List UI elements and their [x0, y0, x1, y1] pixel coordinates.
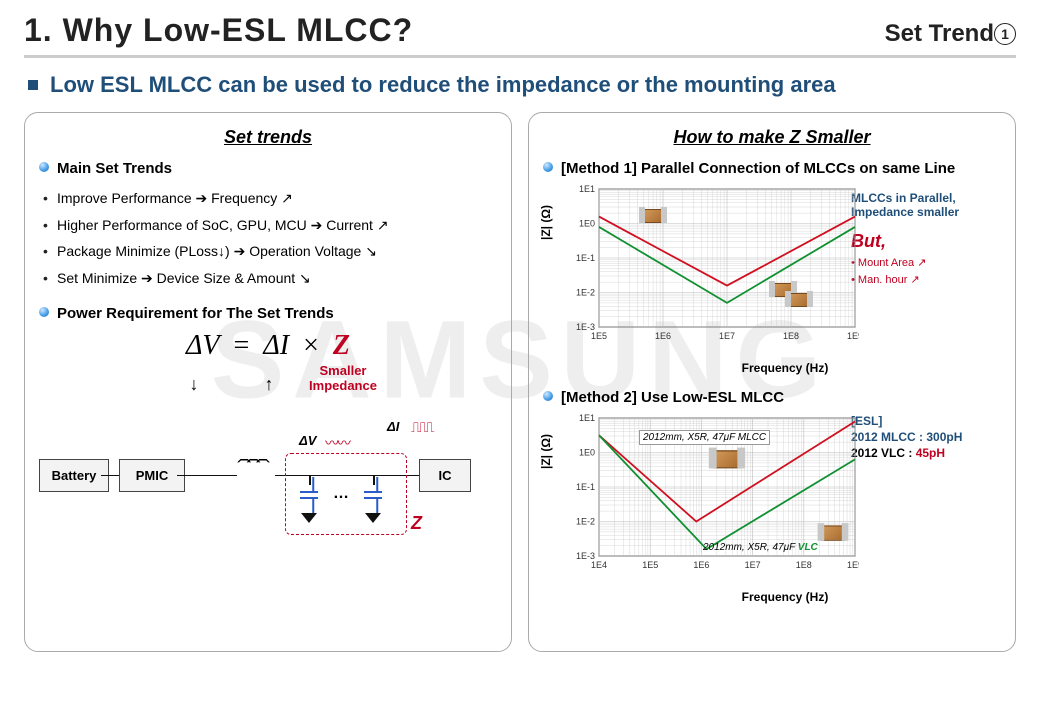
ground-icon	[301, 513, 317, 525]
lead-statement: Low ESL MLCC can be used to reduce the i…	[28, 72, 1016, 98]
block-battery: Battery	[39, 459, 109, 492]
svg-text:1E-3: 1E-3	[576, 551, 595, 561]
svg-text:1E-1: 1E-1	[576, 253, 595, 263]
svg-text:1E1: 1E1	[579, 414, 595, 423]
side-note: Impedance smaller	[851, 205, 1001, 219]
svg-text:1E-1: 1E-1	[576, 482, 595, 492]
svg-text:1E5: 1E5	[591, 331, 607, 341]
method1-head: [Method 1] Parallel Connection of MLCCs …	[543, 160, 1001, 177]
section-main-trends: Main Set Trends	[39, 160, 497, 177]
circuit-diagram: Battery PMIC IC ΔV 〰〰 ΔI ⎍⎍⎍ Z	[39, 413, 497, 543]
label-z: Z	[411, 513, 422, 534]
chart2-xlabel: Frequency (Hz)	[569, 590, 1001, 604]
but-label: But,	[851, 231, 1001, 252]
noise-icon: 〰〰	[325, 433, 349, 453]
chart1-xlabel: Frequency (Hz)	[569, 361, 1001, 375]
panel-title-left: Set trends	[39, 127, 497, 148]
mlcc-chip-icon	[785, 291, 813, 307]
drawback-man-hour: • Man. hour ↗	[851, 273, 1001, 286]
list-item: Improve Performance ➔ Frequency ↗	[57, 185, 497, 212]
trend-number-icon: 1	[994, 23, 1016, 45]
esl-head: [ESL]	[851, 414, 1001, 428]
capacitor-icon	[364, 481, 382, 511]
label-dv: ΔV	[299, 433, 316, 448]
svg-text:1E0: 1E0	[579, 448, 595, 458]
side-note: MLCCs in Parallel,	[851, 191, 1001, 205]
method2-head: [Method 2] Use Low-ESL MLCC	[543, 389, 1001, 406]
mlcc-chip-icon	[709, 448, 745, 469]
svg-text:1E6: 1E6	[693, 560, 709, 570]
slide-subtitle: Set Trend1	[885, 20, 1016, 48]
block-pmic: PMIC	[119, 459, 185, 492]
svg-text:1E6: 1E6	[655, 331, 671, 341]
smaller-impedance-label: Smaller Impedance	[309, 364, 377, 393]
slide-title: 1. Why Low-ESL MLCC?	[24, 12, 413, 49]
chart2-annot-vlc: 2012mm, X5R, 47μF VLC	[703, 542, 818, 553]
chart1-ylabel: |Z| (Ω)	[539, 205, 553, 240]
panel-make-z-smaller: How to make Z Smaller [Method 1] Paralle…	[528, 112, 1016, 652]
svg-text:1E9: 1E9	[847, 560, 859, 570]
chart-method2: |Z| (Ω) [ESL] 2012 MLCC : 300pH 2012 VLC…	[543, 414, 1001, 584]
panel-title-right: How to make Z Smaller	[543, 127, 1001, 148]
esl-mlcc: 2012 MLCC : 300pH	[851, 430, 1001, 444]
drawback-mount-area: • Mount Area ↗	[851, 256, 1001, 269]
svg-text:1E4: 1E4	[591, 560, 607, 570]
inductor-icon	[237, 469, 277, 481]
chart2-ylabel: |Z| (Ω)	[539, 434, 553, 469]
pulse-icon: ⎍⎍⎍	[411, 419, 431, 436]
chart2-annot-mlcc: 2012mm, X5R, 47μF MLCC	[639, 430, 770, 445]
svg-text:1E-2: 1E-2	[576, 517, 595, 527]
formula-arrows: ↓ ↑ Smaller Impedance	[39, 364, 497, 394]
chart1-side-notes: MLCCs in Parallel, Impedance smaller But…	[851, 191, 1001, 286]
slide-header: 1. Why Low-ESL MLCC? Set Trend1	[24, 12, 1016, 58]
svg-text:1E7: 1E7	[745, 560, 761, 570]
mlcc-chip-icon	[639, 207, 667, 223]
bullet-square-icon	[28, 80, 38, 90]
ellipsis: …	[333, 485, 349, 503]
section-power-req: Power Requirement for The Set Trends	[39, 305, 497, 322]
svg-text:1E5: 1E5	[642, 560, 658, 570]
chart2-side-notes: [ESL] 2012 MLCC : 300pH 2012 VLC : 45pH	[851, 414, 1001, 460]
vlc-chip-icon	[818, 523, 849, 541]
list-item: Higher Performance of SoC, GPU, MCU ➔ Cu…	[57, 212, 497, 239]
esl-vlc: 2012 VLC : 45pH	[851, 446, 1001, 460]
list-item: Package Minimize (PLoss↓) ➔ Operation Vo…	[57, 238, 497, 265]
svg-text:1E9: 1E9	[847, 331, 859, 341]
trend-bullet-list: Improve Performance ➔ Frequency ↗ Higher…	[39, 185, 497, 291]
svg-text:1E-3: 1E-3	[576, 322, 595, 332]
svg-text:1E0: 1E0	[579, 219, 595, 229]
block-ic: IC	[419, 459, 471, 492]
label-di: ΔI	[387, 419, 399, 434]
formula: ΔV = ΔI × Z	[39, 330, 497, 362]
ground-icon	[365, 513, 381, 525]
capacitor-icon	[300, 481, 318, 511]
svg-text:1E-2: 1E-2	[576, 288, 595, 298]
svg-text:1E8: 1E8	[796, 560, 812, 570]
svg-text:1E7: 1E7	[719, 331, 735, 341]
list-item: Set Minimize ➔ Device Size & Amount ↘	[57, 265, 497, 292]
svg-text:1E8: 1E8	[783, 331, 799, 341]
svg-text:1E1: 1E1	[579, 185, 595, 194]
chart-method1: |Z| (Ω) MLCCs in Parallel, Impedance sma…	[543, 185, 1001, 355]
panel-set-trends: Set trends Main Set Trends Improve Perfo…	[24, 112, 512, 652]
